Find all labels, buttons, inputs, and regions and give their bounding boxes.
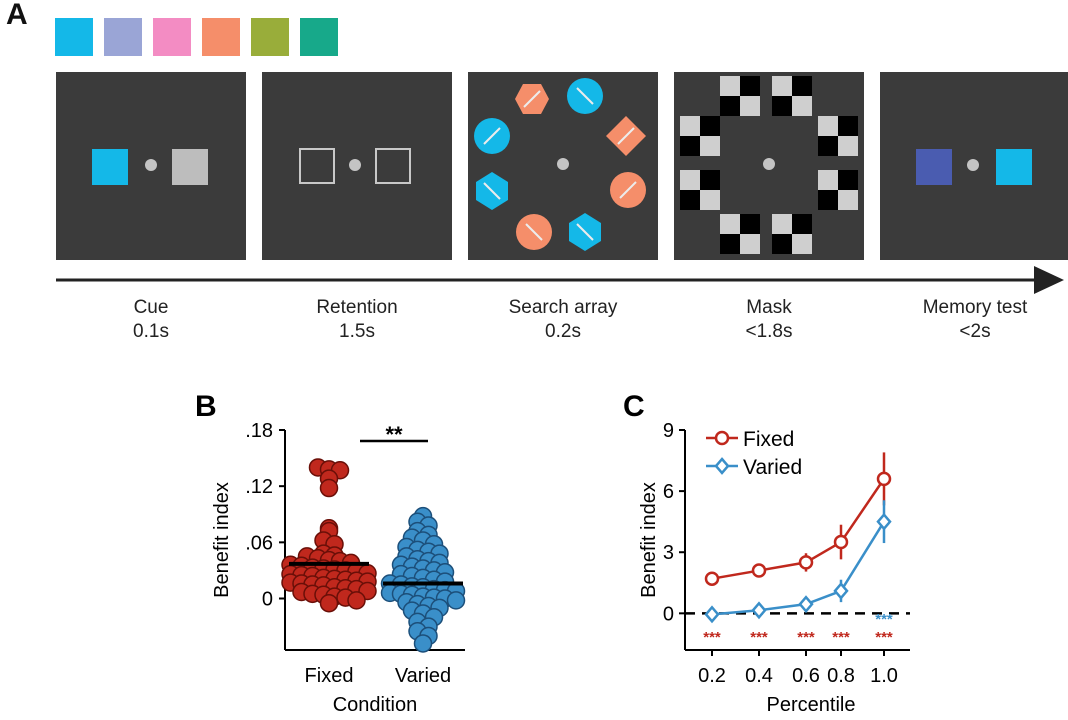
significance-label: **: [385, 422, 403, 447]
frame-label: Memory test <2s: [922, 297, 1028, 342]
color-swatch: [104, 18, 142, 56]
data-point: [704, 605, 720, 624]
legend: Fixed Varied: [706, 428, 802, 479]
x-tick-label: Varied: [395, 665, 451, 687]
y-axis-label: Benefit index: [638, 482, 660, 598]
retention-frame: [262, 72, 452, 260]
data-point: [876, 512, 892, 531]
mask-block: [818, 116, 858, 156]
data-point: [833, 534, 849, 550]
data-point: [798, 555, 814, 570]
panel-a-label: A: [6, 0, 28, 31]
mask-block: [818, 170, 858, 210]
frame-label: Mask <1.8s: [745, 297, 793, 342]
search-array-frame: [468, 72, 658, 260]
x-tick-label: 0.6: [792, 665, 820, 687]
data-point: [347, 591, 366, 610]
y-axis-label: Benefit index: [211, 482, 233, 598]
frame-label: Cue 0.1s: [133, 297, 169, 342]
significance-stars-fixed: ***: [875, 629, 893, 646]
frame-label: Retention 1.5s: [316, 297, 398, 342]
timeline-arrow: [56, 266, 1064, 294]
x-axis-label: Condition: [333, 694, 418, 716]
color-swatch: [55, 18, 93, 56]
panel-c-label: C: [623, 390, 645, 423]
series-line: [711, 521, 886, 616]
mask-block: [772, 214, 812, 254]
data-point: [446, 591, 466, 610]
significance-stars-fixed: ***: [750, 629, 768, 646]
color-swatch: [300, 18, 338, 56]
y-tick-label: 6: [663, 481, 674, 503]
x-tick-label: 0.8: [827, 665, 855, 687]
data-point: [413, 634, 433, 653]
significance-stars-fixed: ***: [797, 629, 815, 646]
significance-stars-varied: ***: [875, 611, 893, 628]
mask-block: [680, 116, 720, 156]
x-tick-label: 1.0: [870, 665, 898, 687]
data-point: [704, 571, 720, 586]
data-point: [319, 593, 339, 613]
legend-label-fixed: Fixed: [743, 428, 794, 451]
significance-stars-fixed: ***: [703, 629, 721, 646]
x-tick-label: 0.2: [698, 665, 726, 687]
mask-block: [720, 214, 760, 254]
y-tick-label: .12: [245, 476, 273, 498]
mask-block: [772, 76, 812, 116]
x-tick-label: Fixed: [305, 665, 354, 687]
legend-marker-fixed: [714, 430, 730, 446]
memory-test-frame: [880, 72, 1068, 260]
y-tick-label: 9: [663, 420, 674, 442]
y-tick-label: 0: [663, 603, 674, 625]
y-tick-label: .06: [245, 532, 273, 554]
color-swatch: [202, 18, 240, 56]
benefit-by-condition-chart: B .18 .12 .06 0 ** Fixed Varied Condition B…: [195, 390, 466, 716]
data-point: [798, 595, 814, 614]
data-point: [751, 601, 767, 620]
color-swatch: [251, 18, 289, 56]
color-swatches: [55, 18, 338, 56]
significance-stars-fixed: ***: [832, 629, 850, 646]
y-tick-label: 3: [663, 542, 674, 564]
mask-frame: [674, 72, 864, 260]
data-point: [876, 471, 892, 487]
y-tick-label: .18: [245, 420, 273, 442]
x-axis-label: Percentile: [767, 694, 856, 716]
mask-block: [720, 76, 760, 116]
frame-label: Search array 0.2s: [508, 297, 618, 342]
panel-b-label: B: [195, 390, 217, 423]
data-point: [833, 582, 849, 600]
data-point: [319, 478, 339, 498]
data-point: [751, 563, 767, 578]
legend-marker-varied: [714, 457, 730, 475]
mask-block: [680, 170, 720, 210]
y-tick-label: 0: [262, 589, 273, 611]
x-tick-label: 0.4: [745, 665, 773, 687]
cue-frame: [56, 72, 246, 260]
legend-label-varied: Varied: [743, 456, 802, 479]
color-swatch: [153, 18, 191, 56]
